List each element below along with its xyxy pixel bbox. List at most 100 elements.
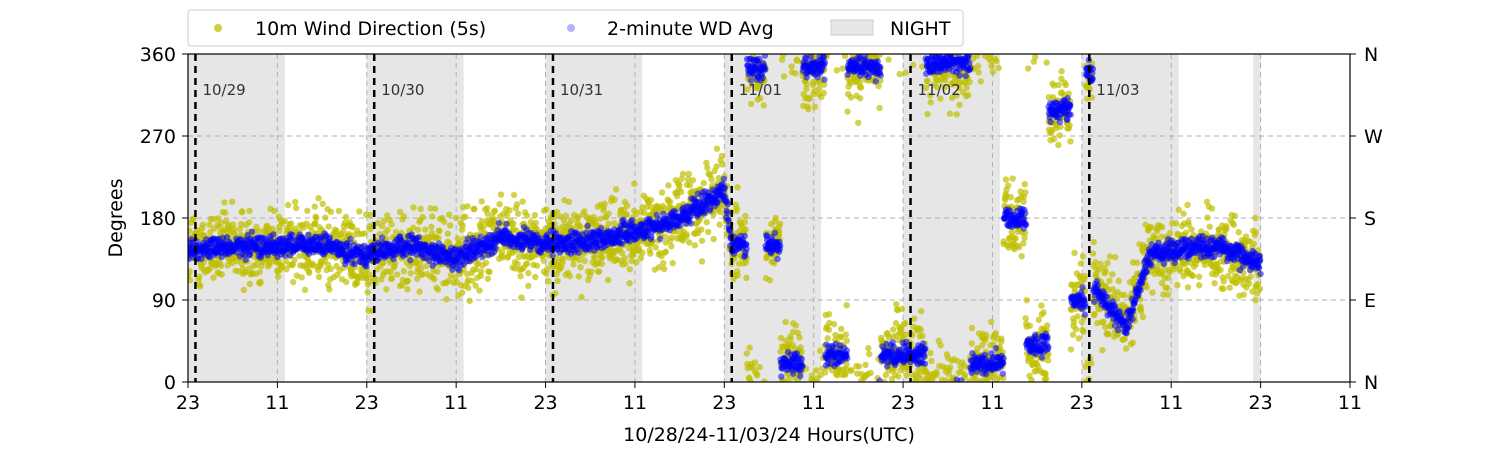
wind-direction-point — [566, 273, 574, 280]
wind-direction-point — [1204, 214, 1211, 221]
wind-direction-point — [1112, 254, 1119, 261]
wind-direction-point — [946, 364, 954, 371]
wind-direction-point — [434, 268, 441, 275]
wind-direction-point — [459, 222, 466, 229]
wind-direction-point — [1133, 259, 1141, 266]
wind-direction-point — [760, 102, 767, 109]
wind-direction-point — [315, 195, 322, 202]
wind-direction-point — [222, 209, 229, 216]
wind-direction-point — [716, 221, 723, 228]
wind-direction-point — [417, 205, 424, 213]
wind-direction-point — [1220, 278, 1228, 285]
wind-direction-point — [436, 227, 443, 235]
wind-direction-point — [518, 294, 525, 301]
wind-direction-point — [1158, 279, 1166, 287]
wd-avg-point — [351, 260, 358, 268]
wind-direction-point — [343, 278, 350, 286]
wind-direction-point — [945, 370, 952, 378]
wind-direction-point — [665, 182, 672, 189]
wind-direction-point — [803, 80, 810, 88]
wind-direction-point — [506, 207, 513, 214]
wind-direction-point — [1002, 176, 1010, 183]
wind-direction-point — [1032, 54, 1039, 61]
wind-direction-point — [381, 217, 388, 224]
wind-direction-point — [704, 164, 711, 172]
wind-direction-point — [848, 366, 855, 374]
wind-direction-point — [1067, 138, 1074, 145]
wind-direction-point — [744, 86, 751, 93]
wind-direction-point — [647, 250, 654, 257]
wind-direction-point — [1189, 272, 1197, 280]
wind-direction-point — [662, 248, 669, 255]
wind-direction-point — [816, 347, 824, 355]
wind-direction-point — [953, 92, 960, 99]
wind-direction-point — [486, 268, 493, 276]
wind-direction-point — [410, 204, 417, 211]
wind-direction-point — [383, 286, 390, 293]
wind-direction-point — [380, 259, 387, 266]
wind-direction-point — [532, 273, 539, 281]
wind-direction-point — [1184, 201, 1191, 209]
wind-direction-point — [1066, 122, 1073, 129]
wind-direction-point — [626, 280, 633, 287]
wind-direction-point — [388, 221, 395, 228]
wind-direction-point — [974, 62, 982, 70]
wd-avg-point — [472, 254, 479, 261]
wind-direction-point — [459, 289, 466, 296]
wind-direction-point — [679, 170, 687, 178]
wind-direction-point — [238, 208, 246, 215]
wd-avg-point — [807, 54, 814, 60]
wind-direction-point — [641, 209, 648, 217]
wd-avg-point — [282, 252, 289, 260]
wind-direction-point — [623, 211, 630, 218]
wind-direction-point — [1104, 259, 1111, 267]
wind-direction-point — [1044, 357, 1052, 364]
wd-avg-point — [503, 220, 510, 228]
wd-avg-point — [407, 257, 414, 264]
wind-direction-point — [683, 231, 690, 238]
wind-direction-point — [1043, 59, 1050, 66]
wind-direction-point — [747, 100, 755, 108]
wind-direction-point — [1164, 274, 1172, 281]
wind-direction-point — [325, 223, 332, 230]
wind-direction-point — [691, 242, 699, 249]
wind-direction-point — [847, 94, 855, 101]
wind-direction-point — [476, 287, 483, 294]
wind-direction-point — [698, 258, 706, 265]
wind-direction-point — [703, 219, 710, 226]
wind-direction-point — [1087, 360, 1095, 367]
wind-direction-point — [466, 297, 473, 305]
wind-direction-point — [910, 315, 918, 322]
wind-direction-point — [1106, 277, 1113, 284]
wind-direction-point — [491, 207, 499, 214]
wind-direction-point — [1203, 198, 1211, 206]
wd-avg-point — [305, 231, 312, 238]
wind-direction-point — [796, 334, 803, 341]
wind-direction-point — [741, 218, 749, 226]
wind-direction-point — [1095, 266, 1103, 273]
wind-direction-point — [668, 234, 675, 241]
wind-direction-point — [356, 208, 363, 215]
wind-direction-point — [1121, 291, 1128, 299]
wind-direction-point — [733, 205, 741, 212]
wind-direction-point — [441, 218, 448, 226]
wind-direction-point — [384, 226, 391, 234]
wind-direction-point — [472, 266, 480, 273]
wind-direction-point — [599, 253, 606, 261]
wind-direction-point — [937, 342, 944, 349]
wind-direction-point — [565, 198, 573, 206]
wind-direction-point — [782, 318, 789, 326]
wd-avg-point — [820, 54, 827, 60]
wind-direction-point — [597, 215, 604, 222]
wind-direction-point — [833, 67, 840, 74]
wind-direction-point — [611, 196, 618, 203]
wind-direction-point — [1091, 310, 1098, 318]
wind-direction-point — [1121, 335, 1128, 343]
wind-direction-point — [1081, 272, 1089, 280]
wind-direction-point — [963, 84, 970, 91]
wind-direction-point — [289, 278, 297, 286]
wind-direction-point — [1109, 271, 1116, 278]
wind-direction-point — [1044, 322, 1051, 329]
wind-direction-point — [245, 219, 253, 226]
wind-direction-point — [743, 274, 750, 282]
